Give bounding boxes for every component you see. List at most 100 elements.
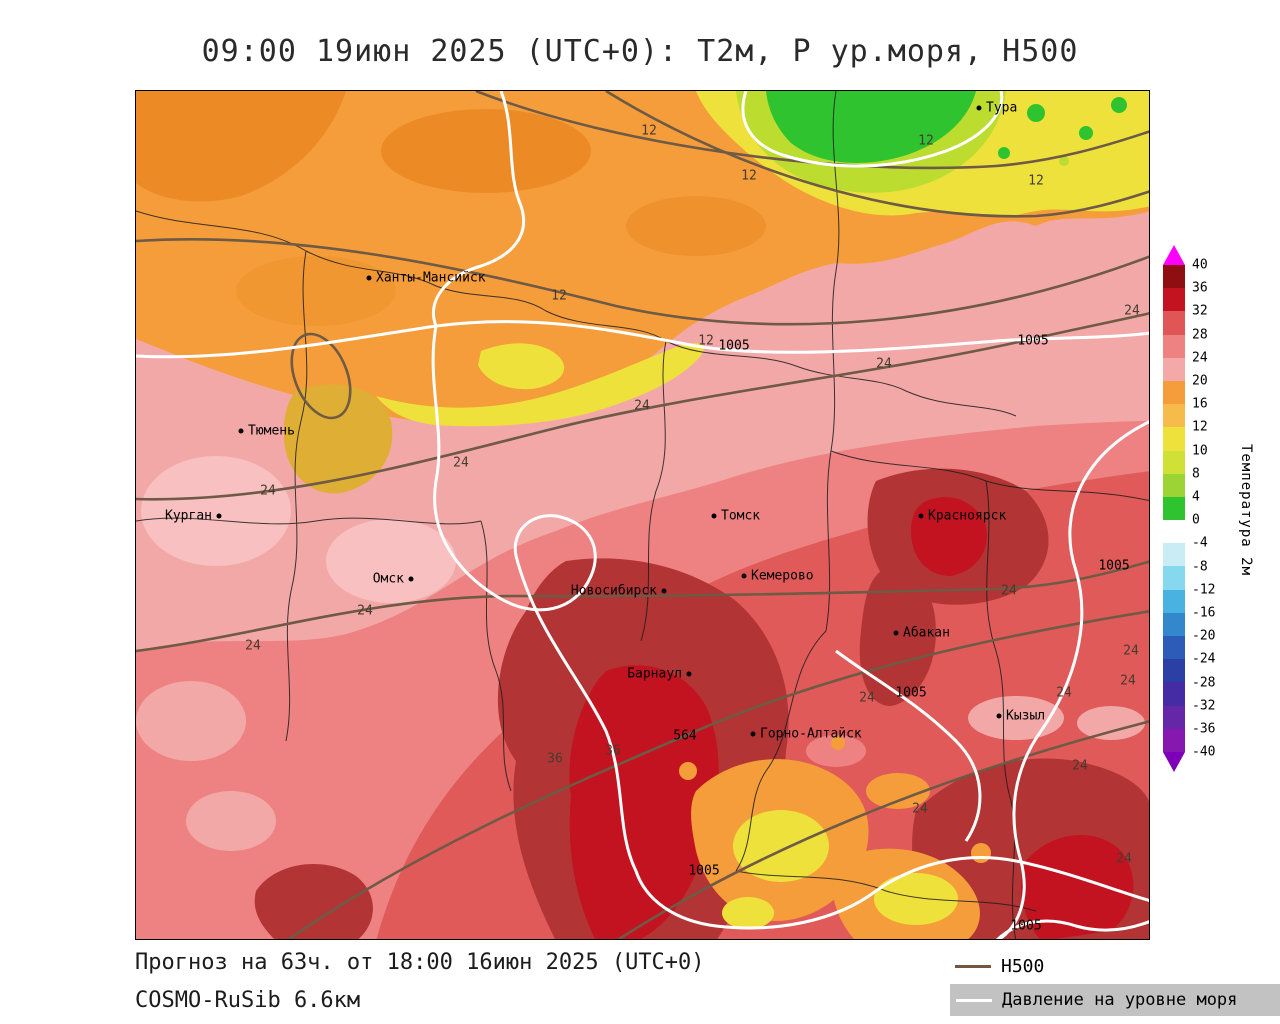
- colorbar-tick: 10: [1192, 443, 1208, 459]
- temperature-contour-label: 24: [1123, 643, 1139, 659]
- colorbar-tick: 0: [1192, 512, 1200, 528]
- city-label: Омск: [372, 571, 404, 587]
- city-label: Курган: [165, 508, 212, 524]
- legend-pressure: Давление на уровне моря: [950, 984, 1280, 1016]
- city-label: Новосибирск: [570, 583, 657, 599]
- colorbar-segment: [1163, 311, 1185, 335]
- temperature-contour-label: 24: [357, 603, 373, 619]
- colorbar-tick: 32: [1192, 303, 1208, 319]
- colorbar-tick: -12: [1192, 582, 1216, 598]
- city-marker: [408, 576, 414, 582]
- colorbar-over-arrow: [1163, 245, 1185, 265]
- colorbar-under-arrow: [1163, 751, 1185, 772]
- forecast-map: Тура Ханты-Мансийск Тюмень Курган Омск Томск Н…: [135, 90, 1150, 940]
- colorbar-segments: [1163, 265, 1185, 752]
- colorbar-tick: -36: [1192, 721, 1216, 737]
- city-marker: [893, 630, 899, 636]
- city-label: Тура: [986, 100, 1018, 116]
- pressure-contour-label: 1005: [1017, 333, 1049, 349]
- pressure-contour-label: 1005: [895, 685, 927, 701]
- temperature-contour-label: 12: [1028, 173, 1044, 189]
- height-contour-label: 564: [673, 728, 697, 744]
- colorbar-tick: 12: [1192, 419, 1208, 435]
- temperature-contour-label: 12: [641, 123, 657, 139]
- colorbar-segment: [1163, 380, 1185, 405]
- colorbar-segment: [1163, 496, 1185, 521]
- colorbar-tick: 16: [1192, 396, 1208, 412]
- temperature-contour-label: 24: [1116, 851, 1132, 867]
- city-label: Томск: [721, 508, 761, 524]
- colorbar-tick: 28: [1192, 327, 1208, 343]
- admin-borders: [136, 91, 1149, 939]
- city-label: Кызыл: [1006, 708, 1046, 724]
- temperature-contour-label: 36: [605, 743, 621, 759]
- colorbar-segment: [1163, 288, 1185, 312]
- colorbar-segment: [1163, 543, 1185, 567]
- colorbar-segment: [1163, 705, 1185, 729]
- legend-h500: H500: [955, 953, 1044, 979]
- colorbar-segment: [1163, 659, 1185, 683]
- temperature-contour-label: 36: [547, 751, 563, 767]
- temperature-contour-label: 24: [859, 690, 875, 706]
- city-marker: [686, 671, 692, 677]
- colorbar-tick: -8: [1192, 559, 1208, 575]
- temperature-colorbar: [1163, 245, 1185, 772]
- city-marker: [741, 573, 747, 579]
- city-label: Горно-Алтайск: [760, 726, 862, 742]
- h500-line-sample: [955, 964, 991, 968]
- temperature-contour-label: 24: [1072, 758, 1088, 774]
- colorbar-segment: [1163, 427, 1185, 451]
- colorbar-tick: -20: [1192, 628, 1216, 644]
- city-marker: [996, 713, 1002, 719]
- city-marker: [750, 731, 756, 737]
- colorbar-tick: 20: [1192, 373, 1208, 389]
- colorbar-segment: [1163, 612, 1185, 636]
- colorbar-segment: [1163, 566, 1185, 590]
- page-title: 09:00 19июн 2025 (UTC+0): Т2м, P ур.моря…: [201, 34, 1079, 69]
- colorbar-segment: [1163, 682, 1185, 706]
- colorbar-tick: -16: [1192, 605, 1216, 621]
- colorbar-segment: [1163, 636, 1185, 660]
- pressure-contour-label: 1005: [718, 338, 750, 354]
- city-label: Красноярск: [928, 508, 1007, 524]
- city-label: Кемерово: [751, 568, 814, 584]
- colorbar-tick: -40: [1192, 744, 1216, 760]
- pressure-isobars: [136, 91, 1149, 939]
- colorbar-segment: [1163, 589, 1185, 613]
- colorbar-tick: 8: [1192, 466, 1200, 482]
- colorbar-tick: -4: [1192, 535, 1208, 551]
- pressure-line-sample: [956, 998, 992, 1002]
- colorbar-segment: [1163, 334, 1185, 358]
- temperature-contour-label: 12: [551, 288, 567, 304]
- city-label: Барнаул: [627, 666, 682, 682]
- colorbar-axis-label: Температура 2м: [1238, 443, 1254, 576]
- temperature-contour-label: 12: [918, 133, 934, 149]
- city-label: Ханты-Мансийск: [376, 270, 486, 286]
- city-marker: [238, 428, 244, 434]
- pressure-contour-label: 1005: [1010, 918, 1042, 934]
- temperature-contour-label: 24: [912, 801, 928, 817]
- temperature-contour-label: 24: [1120, 673, 1136, 689]
- temperature-contour-label: 24: [876, 356, 892, 372]
- city-marker: [976, 105, 982, 111]
- temperature-contour-label: 24: [245, 638, 261, 654]
- colorbar-segment: [1163, 357, 1185, 381]
- temperature-contour-label: 24: [634, 398, 650, 414]
- colorbar-segment: [1163, 728, 1185, 752]
- city-marker: [216, 513, 222, 519]
- city-marker: [918, 513, 924, 519]
- temperature-contour-label: 24: [260, 483, 276, 499]
- colorbar-tick: 24: [1192, 350, 1208, 366]
- temperature-contour-label: 24: [1056, 685, 1072, 701]
- colorbar-tick: 40: [1192, 257, 1208, 273]
- colorbar-tick: -32: [1192, 698, 1216, 714]
- colorbar-segment: [1163, 265, 1185, 289]
- map-canvas: [136, 91, 1149, 939]
- pressure-contour-label: 1005: [688, 863, 720, 879]
- colorbar-tick: 36: [1192, 280, 1208, 296]
- forecast-info-line: Прогноз на 63ч. от 18:00 16июн 2025 (UTC…: [135, 950, 705, 975]
- city-label: Абакан: [903, 625, 950, 641]
- colorbar-tick: -24: [1192, 651, 1216, 667]
- colorbar-tick: 4: [1192, 489, 1200, 505]
